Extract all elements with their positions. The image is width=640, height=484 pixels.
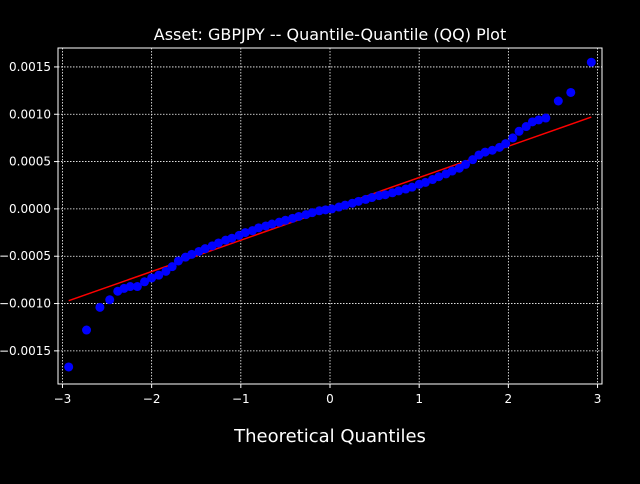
y-tick-label: 0.0015 [9,60,51,74]
data-point [447,166,457,176]
y-tick-label: 0.0010 [9,107,51,121]
data-point [254,223,264,233]
data-point [167,262,177,272]
plot-area-frame [57,47,603,385]
data-point [420,177,430,187]
y-tick-label: −0.0015 [0,344,51,358]
data-point [95,302,105,312]
data-point [480,147,490,157]
data-point [434,172,444,182]
data-point [267,219,277,229]
y-tick-label: 0.0005 [9,155,51,169]
data-point [327,204,337,214]
data-point [294,211,304,221]
data-points-layer [64,57,596,372]
y-axis-ticks: −0.0015 −0.0010 −0.0005 0.0000 0.0005 0.0010 0… [0,60,58,358]
data-point [161,266,171,276]
chart-title: Asset: GBPJPY -- Quantile-Quantile (QQ) … [154,25,506,44]
data-point [534,115,544,125]
data-point [140,277,150,287]
x-tick-label: 1 [415,392,423,406]
data-point [147,273,157,283]
data-point [468,155,478,165]
data-point [227,233,237,243]
data-point [82,325,92,335]
data-point [501,139,511,149]
data-point [187,249,197,259]
data-point [214,238,224,248]
x-tick-label: −3 [54,392,72,406]
data-point [508,133,518,143]
data-point [514,126,524,136]
y-tick-label: −0.0010 [0,297,51,311]
data-point [380,190,390,200]
x-tick-label: 0 [326,392,334,406]
data-point [521,122,531,132]
data-point [354,196,364,206]
data-point [240,228,250,238]
x-tick-label: 3 [594,392,602,406]
y-tick-label: −0.0005 [0,249,51,263]
data-point [200,244,210,254]
x-axis-ticks: −3 −2 −1 0 1 2 3 [54,384,602,406]
data-point [487,145,497,155]
data-point [566,87,576,97]
data-point [586,57,596,67]
data-point [125,282,135,292]
x-tick-label: 2 [505,392,513,406]
x-tick-label: −2 [143,392,161,406]
data-point [394,186,404,196]
data-point [64,362,74,372]
data-point [154,270,164,280]
grid-layer [58,48,602,384]
y-tick-label: 0.0000 [9,202,51,216]
data-point [541,113,551,123]
x-tick-label: −1 [232,392,250,406]
data-point [105,295,115,305]
data-point [407,182,417,192]
data-point [280,215,290,225]
data-point [553,96,563,106]
data-point [173,256,183,266]
data-point [367,193,377,203]
x-axis-label: Theoretical Quantiles [233,426,426,447]
data-point [132,282,142,292]
data-point [340,200,350,210]
data-point [461,159,471,169]
data-point [307,208,317,218]
